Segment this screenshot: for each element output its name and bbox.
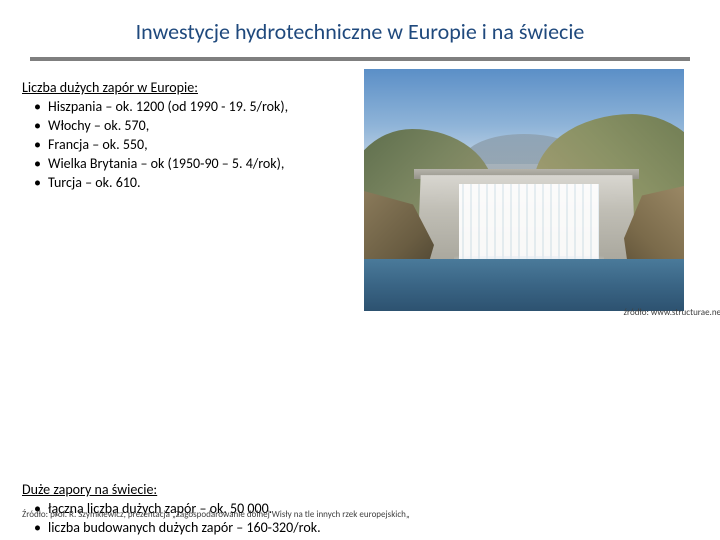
water-basin xyxy=(364,259,684,311)
europe-list: Hiszpania – ok. 1200 (od 1990 - 19. 5/ro… xyxy=(22,98,352,192)
dam-photo xyxy=(364,69,684,311)
list-item: Hiszpania – ok. 1200 (od 1990 - 19. 5/ro… xyxy=(34,98,352,117)
europe-heading: Liczba dużych zapór w Europie: xyxy=(22,79,352,96)
list-item: Francja – ok. 550, xyxy=(34,136,352,155)
europe-column: Liczba dużych zapór w Europie: Hiszpania… xyxy=(22,79,352,311)
top-section: Liczba dużych zapór w Europie: Hiszpania… xyxy=(22,79,698,311)
page-title: Inwestycje hydrotechniczne w Europie i n… xyxy=(0,0,720,57)
content-area: Liczba dużych zapór w Europie: Hiszpania… xyxy=(0,79,720,538)
spillway-water xyxy=(459,184,599,266)
title-underline xyxy=(30,57,690,61)
list-item: liczba budowanych dużych zapór – 160-320… xyxy=(34,519,698,538)
list-item: Turcja – ok. 610. xyxy=(34,174,352,193)
list-item: Wielka Brytania – ok (1950-90 – 5. 4/rok… xyxy=(34,155,352,174)
image-caption: źródło: www.structurae.net xyxy=(623,307,720,318)
footer-source: Źródło: prof. R. Szymkiewicz, prezentacj… xyxy=(22,509,410,520)
list-item: Włochy – ok. 570, xyxy=(34,117,352,136)
world-heading: Duże zapory na świecie: xyxy=(22,481,698,498)
image-column: źródło: www.structurae.net xyxy=(364,79,698,311)
